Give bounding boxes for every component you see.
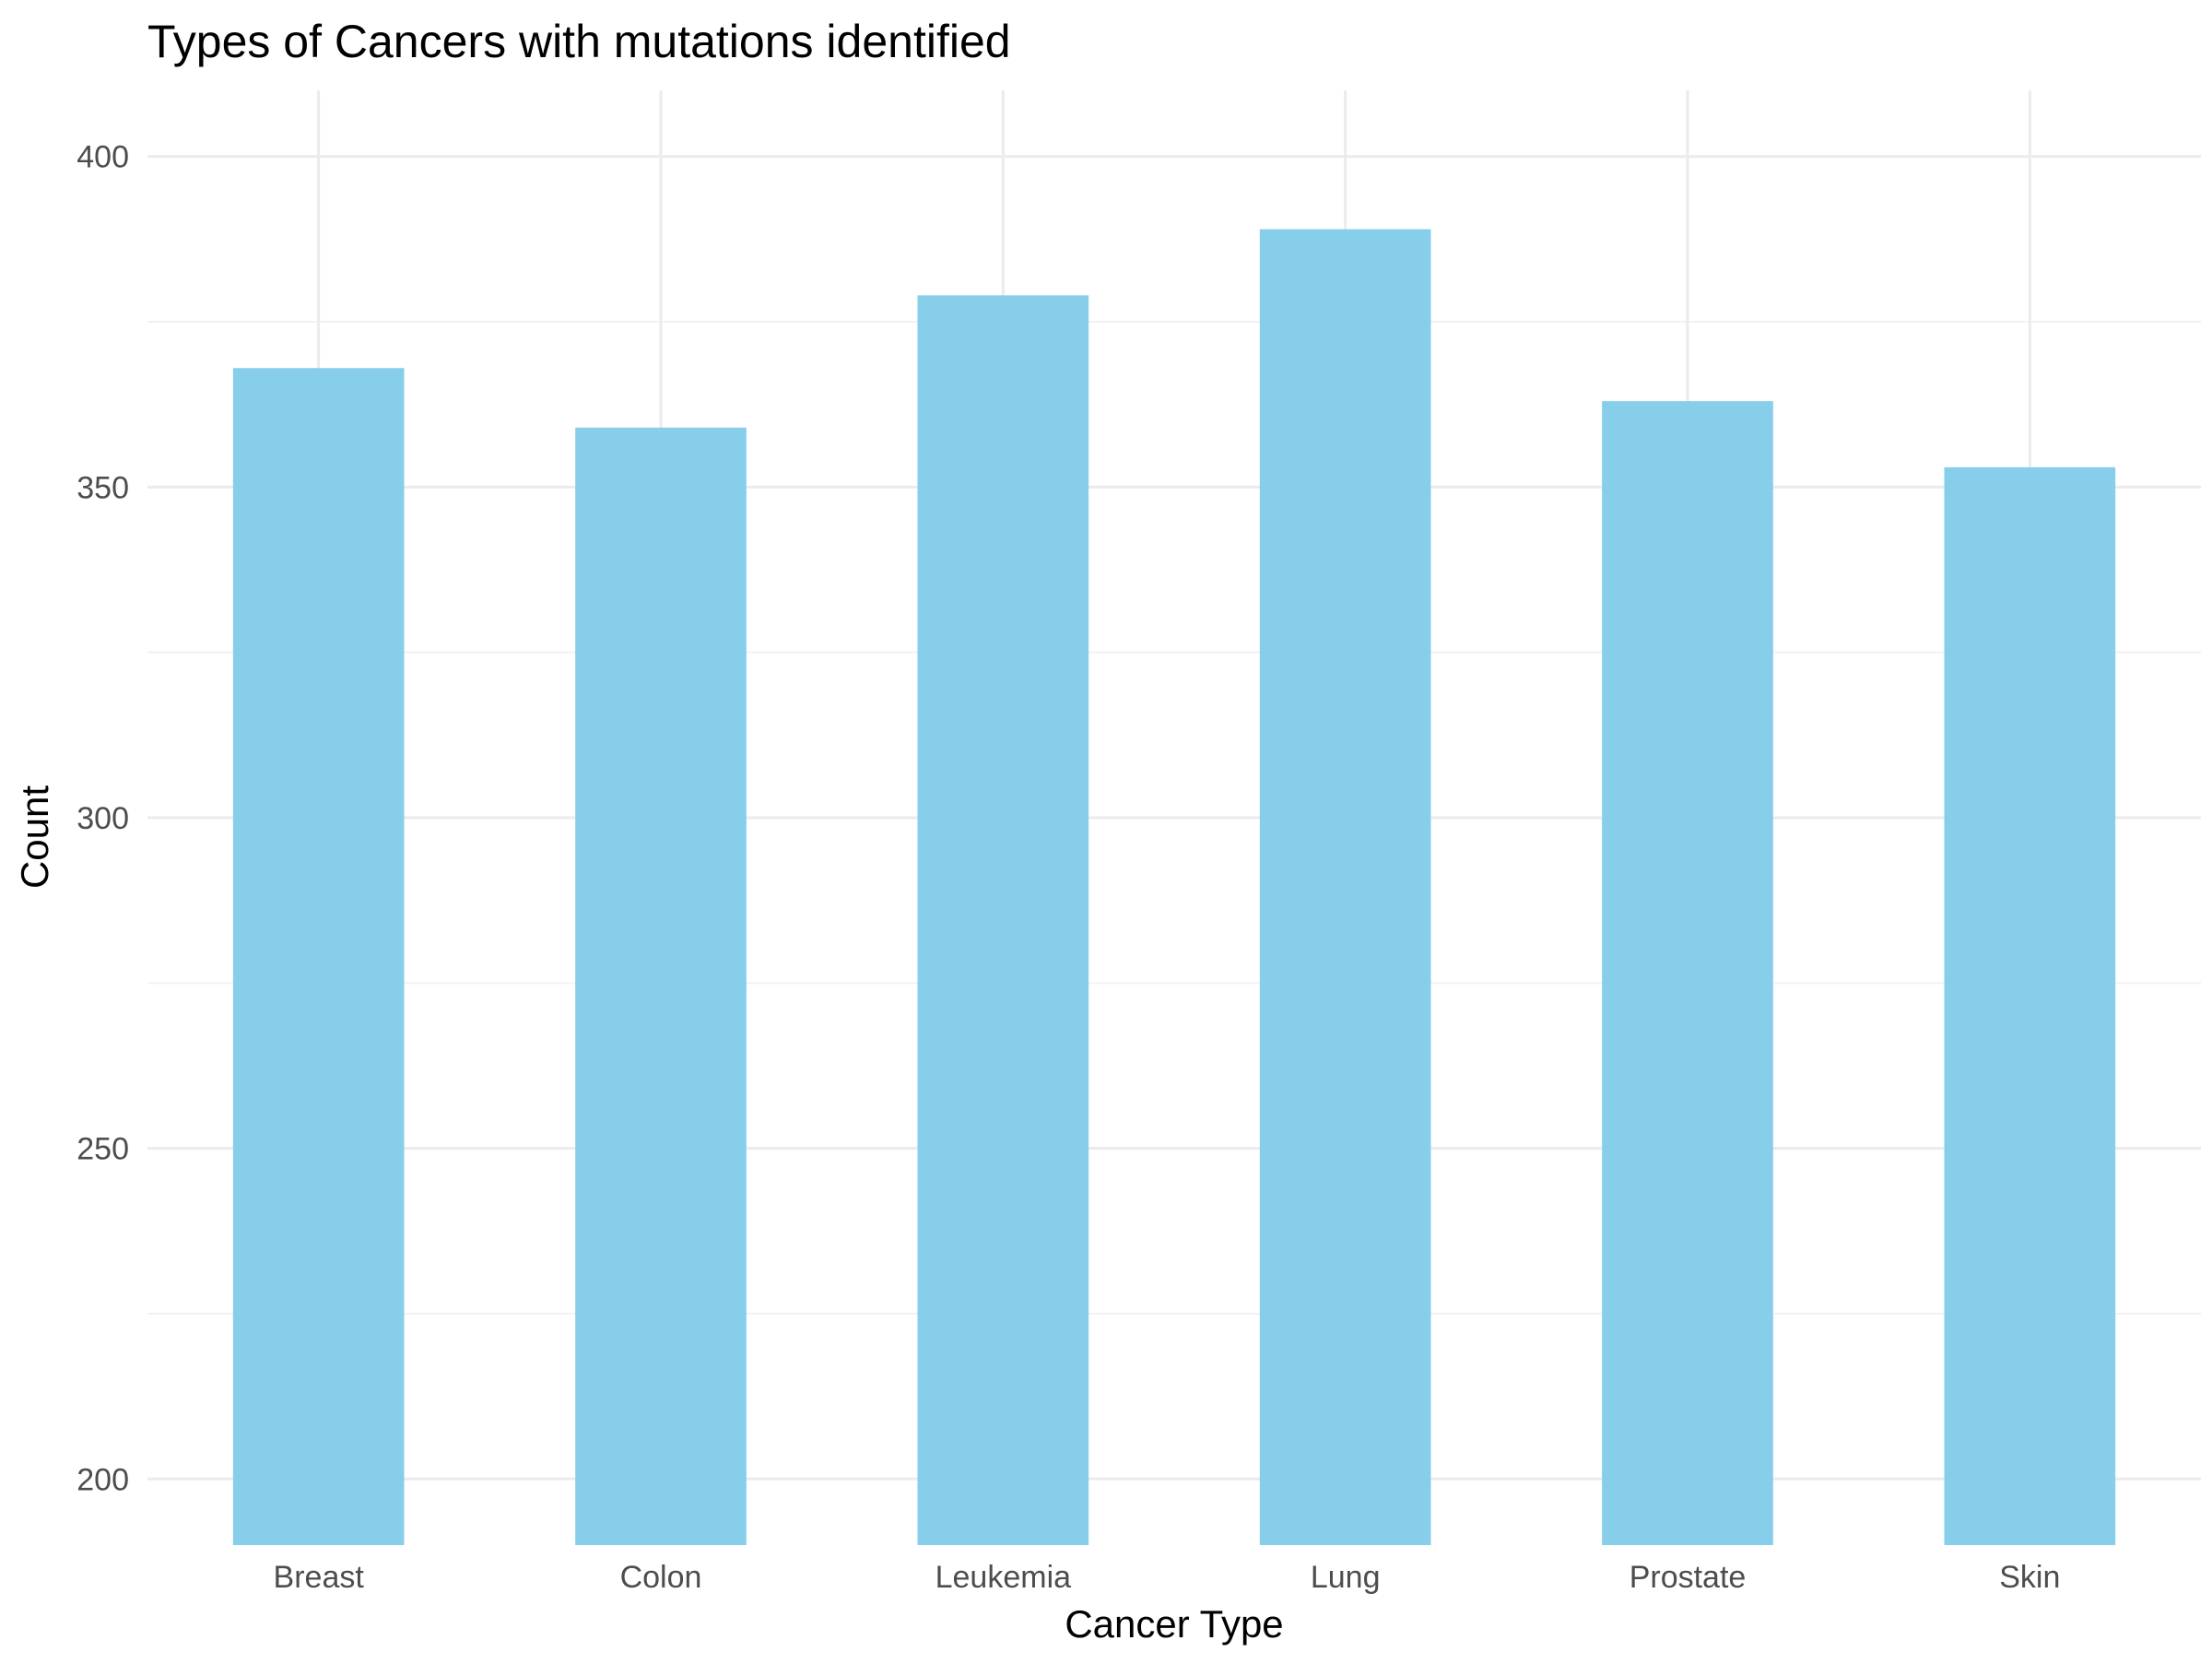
x-axis-ticks: Breast Colon Leukemia Lung Prostate Skin xyxy=(274,1560,2061,1595)
gridlines xyxy=(147,90,2201,1545)
x-tick-label: Lung xyxy=(1311,1560,1381,1595)
y-tick-label: 300 xyxy=(76,801,129,836)
y-axis-title: Count xyxy=(13,785,56,889)
bars xyxy=(232,229,2116,1546)
y-tick-label: 400 xyxy=(76,140,129,175)
y-tick-label: 200 xyxy=(76,1462,129,1497)
bar-breast xyxy=(232,368,405,1546)
chart-title: Types of Cancers with mutations identifi… xyxy=(147,16,1011,67)
x-tick-label: Breast xyxy=(274,1560,365,1595)
bar-prostate xyxy=(1602,401,1773,1546)
x-tick-label: Prostate xyxy=(1630,1560,1747,1595)
bar-colon xyxy=(575,427,747,1545)
bar-skin xyxy=(1944,466,2116,1545)
y-axis-ticks: 200 250 300 350 400 xyxy=(76,140,129,1498)
y-tick-label: 350 xyxy=(76,470,129,505)
bar-leukemia xyxy=(917,295,1089,1546)
x-axis-title: Cancer Type xyxy=(1065,1602,1283,1646)
y-tick-label: 250 xyxy=(76,1132,129,1167)
x-tick-label: Leukemia xyxy=(935,1560,1072,1595)
x-tick-label: Colon xyxy=(620,1560,702,1595)
x-tick-label: Skin xyxy=(1999,1560,2060,1595)
bar-lung xyxy=(1259,229,1431,1545)
